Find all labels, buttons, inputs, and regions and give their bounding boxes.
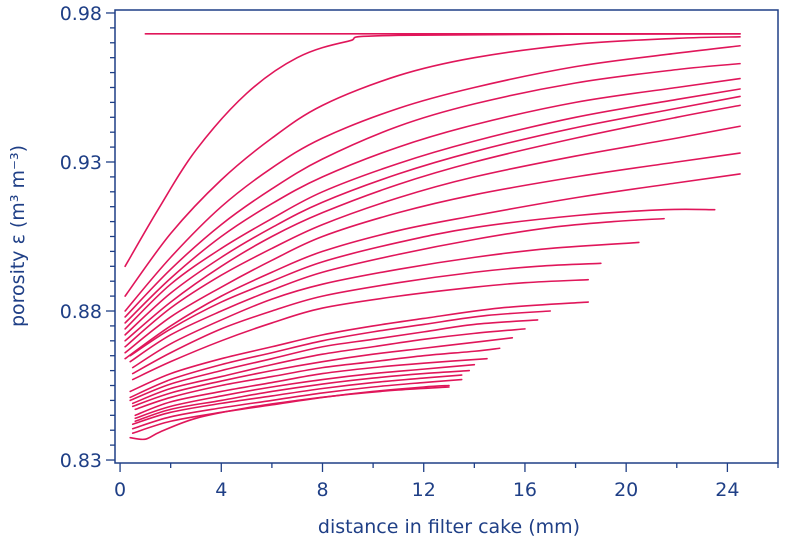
series-lines xyxy=(124,33,741,441)
y-tick-label: 0.88 xyxy=(60,301,102,323)
series-line-21 xyxy=(131,328,526,405)
series-line-30 xyxy=(129,386,450,441)
x-tick-label: 4 xyxy=(215,479,227,501)
series-line-5 xyxy=(124,62,741,318)
series-line-15 xyxy=(131,241,640,369)
series-line-19 xyxy=(129,310,552,399)
series-line-2 xyxy=(124,33,741,268)
series-line-24 xyxy=(134,357,488,417)
x-tick-label: 12 xyxy=(412,479,436,501)
series-line-23 xyxy=(134,347,501,411)
series-line-11 xyxy=(124,152,741,354)
series-line-20 xyxy=(129,319,539,402)
series-line-8 xyxy=(124,95,741,336)
series-line-4 xyxy=(124,44,741,312)
x-tick-label: 16 xyxy=(513,479,537,501)
x-axis-label: distance in filter cake (mm) xyxy=(318,516,580,538)
series-line-3 xyxy=(124,36,741,297)
plot-frame xyxy=(114,9,779,464)
x-tick-label: 8 xyxy=(316,479,328,501)
series-line-14 xyxy=(129,217,665,363)
series-line-18 xyxy=(129,301,590,393)
x-axis: 0 4 8 12 16 20 24 xyxy=(114,463,779,501)
y-tick-label: 0.98 xyxy=(60,3,102,25)
series-line-6 xyxy=(124,77,741,324)
series-line-7 xyxy=(124,88,741,330)
series-line-26 xyxy=(134,369,471,423)
y-tick-label: 0.83 xyxy=(60,450,102,472)
series-line-9 xyxy=(124,104,741,342)
series-line-28 xyxy=(131,378,463,430)
series-line-12 xyxy=(124,173,741,360)
series-line-17 xyxy=(131,278,590,381)
series-line-22 xyxy=(131,337,514,408)
series-line-10 xyxy=(124,125,741,348)
series-line-13 xyxy=(129,208,716,357)
y-tick-label: 0.93 xyxy=(60,152,102,174)
series-line-16 xyxy=(131,262,602,375)
x-tick-label: 0 xyxy=(114,479,126,501)
series-line-27 xyxy=(131,374,463,426)
series-line-25 xyxy=(134,363,476,420)
x-tick-label: 24 xyxy=(715,479,739,501)
y-axis-label: porosity ε (m³ m⁻³) xyxy=(7,145,29,327)
y-axis: 0.83 0.88 0.93 0.98 xyxy=(60,3,115,472)
x-tick-label: 20 xyxy=(614,479,638,501)
